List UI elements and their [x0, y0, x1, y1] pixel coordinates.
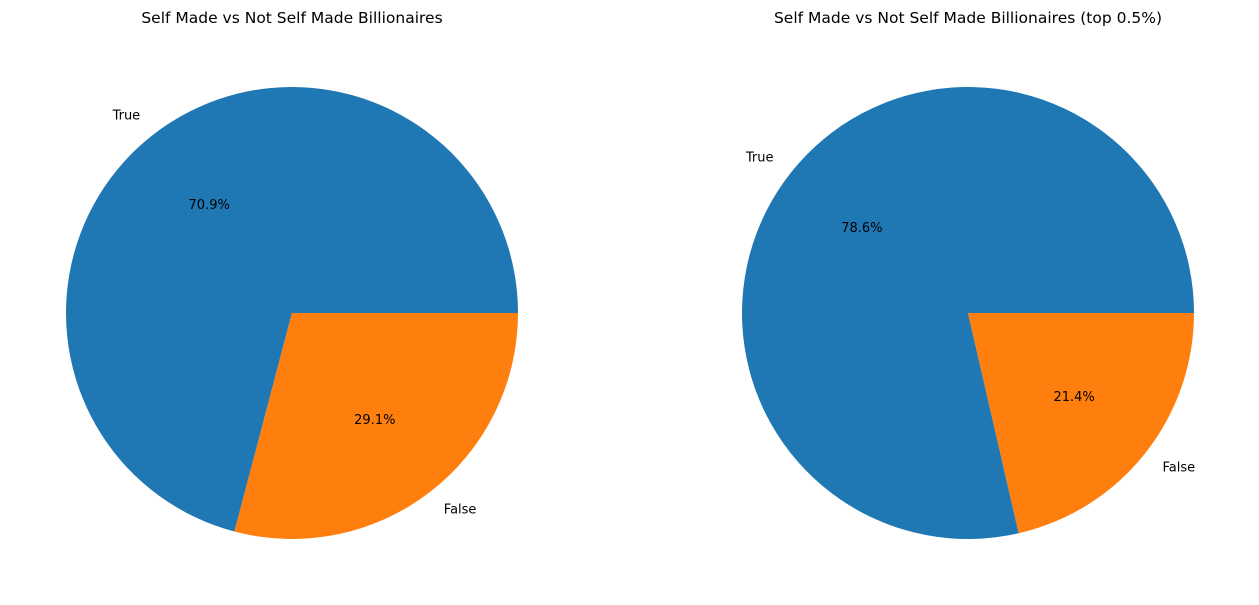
pie-category-label: False: [444, 502, 477, 517]
pie-percent-label: 21.4%: [1053, 390, 1094, 405]
pie-category-label: True: [112, 109, 141, 124]
pie-category-label: True: [745, 151, 774, 166]
pie-chart-all-billionaires: Self Made vs Not Self Made Billionaires …: [65, 9, 519, 539]
chart-title: Self Made vs Not Self Made Billionaires …: [774, 9, 1162, 27]
pie-slice-true: [742, 86, 1194, 539]
pie-slices: [65, 86, 519, 539]
pie-slices: [742, 86, 1194, 539]
pie-category-label: False: [1163, 460, 1196, 475]
pie-slice-false: [234, 313, 519, 539]
pie-percent-label: 70.9%: [189, 198, 230, 213]
pie-slice-true: [65, 86, 518, 532]
pie-chart-top-billionaires: Self Made vs Not Self Made Billionaires …: [742, 9, 1195, 539]
pie-percent-label: 29.1%: [354, 413, 395, 428]
pie-slice-false: [968, 313, 1194, 534]
pie-labels: 78.6% True 21.4% False: [745, 151, 1195, 476]
pie-percent-label: 78.6%: [841, 221, 882, 236]
pie-labels: 70.9% True 29.1% False: [112, 109, 477, 518]
chart-title: Self Made vs Not Self Made Billionaires: [141, 9, 442, 27]
